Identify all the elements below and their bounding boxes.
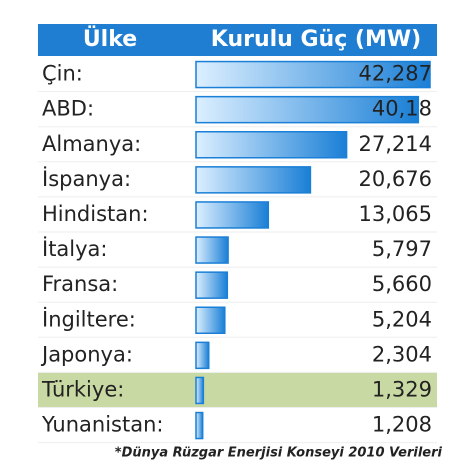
category-label: Japonya: [40, 342, 133, 366]
category-label: Türkiye: [41, 377, 124, 401]
header-band [38, 24, 437, 56]
category-label: Almanya: [42, 132, 141, 156]
bar [195, 411, 204, 440]
bar [195, 131, 348, 159]
bar [195, 376, 205, 405]
bar [195, 60, 431, 89]
value-label: 1,329 [372, 377, 432, 401]
value-label: 2,304 [372, 342, 432, 366]
value-label: 27,214 [359, 132, 432, 156]
bar [195, 166, 312, 194]
category-label: Yunanistan: [41, 413, 163, 437]
category-label: Fransa: [42, 272, 118, 296]
value-label: 20,676 [359, 167, 432, 191]
bar [195, 306, 226, 334]
category-label: ABD: [42, 97, 94, 121]
category-label: Hindistan: [42, 202, 149, 226]
highlight-row [38, 372, 437, 407]
value-label: 13,065 [359, 202, 432, 226]
category-label: İspanya: [42, 166, 131, 191]
value-label: 42,287 [359, 62, 432, 86]
category-label: İngiltere: [42, 306, 136, 331]
value-label: 5,204 [372, 307, 432, 331]
value-label: 5,660 [372, 272, 432, 296]
bar [195, 236, 229, 264]
bar [195, 341, 210, 370]
column-header: Kurulu Güç (MW) [211, 27, 421, 52]
category-label: İtalya: [42, 236, 108, 261]
value-label: 1,208 [372, 413, 432, 437]
bar [195, 95, 420, 124]
bar [195, 271, 229, 299]
category-label: Çin: [42, 62, 83, 86]
source-note: *Dünya Rüzgar Enerjisi Konseyi 2010 Veri… [115, 446, 443, 461]
value-label: 5,797 [372, 237, 432, 261]
bar [195, 201, 270, 229]
value-label: 40,18 [372, 97, 432, 121]
column-header: Ülke [83, 26, 137, 52]
